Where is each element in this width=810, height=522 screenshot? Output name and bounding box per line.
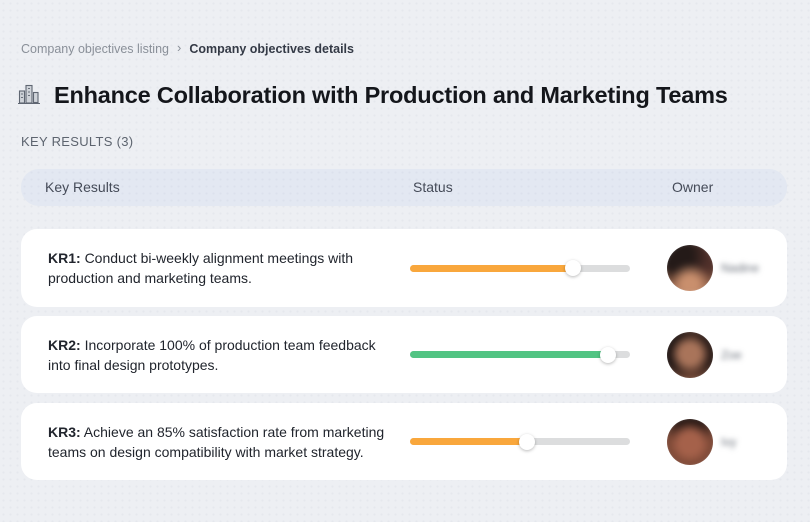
kr1-progress-slider[interactable] [410,260,630,276]
key-result-row-kr3[interactable]: KR3: Achieve an 85% satisfaction rate fr… [21,403,787,480]
progress-knob[interactable] [564,260,581,276]
kr1-owner-name: Nadine [721,261,760,275]
table-header: Key Results Status Owner [21,169,787,206]
kr2-owner: Zoe [667,332,742,378]
progress-knob[interactable] [600,346,616,363]
kr2-description-text: Incorporate 100% of production team feed… [48,336,376,373]
kr2-progress-slider[interactable] [410,346,630,363]
kr1-label: KR1: [48,250,81,266]
column-header-status: Status [413,179,453,195]
progress-track [410,351,630,358]
kr1-description-text: Conduct bi-weekly alignment meetings wit… [48,250,354,286]
column-header-key-results: Key Results [45,179,120,195]
breadcrumb-details-current: Company objectives details [189,41,354,56]
kr3-description-text: Achieve an 85% satisfaction rate from ma… [48,423,385,460]
kr3-description: KR3: Achieve an 85% satisfaction rate fr… [48,403,388,480]
kr3-owner-name: Ivy [721,434,737,449]
kr1-description: KR1: Conduct bi-weekly alignment meeting… [48,229,388,307]
column-header-owner: Owner [672,179,714,195]
progress-fill [410,351,608,358]
kr3-label: KR3: [48,423,81,440]
objective-title-row: Enhance Collaboration with Production an… [17,66,797,124]
kr2-owner-avatar [667,332,713,378]
kr1-owner: Nadine [667,245,759,291]
key-result-row-kr2[interactable]: KR2: Incorporate 100% of production team… [21,316,787,393]
kr2-label: KR2: [48,336,81,353]
page-title: Enhance Collaboration with Production an… [54,81,728,108]
breadcrumb-chevron-icon: › [177,40,182,55]
progress-knob[interactable] [518,433,535,450]
city-buildings-icon [18,85,40,105]
breadcrumb-listing-link[interactable]: Company objectives listing [21,41,169,56]
progress-fill [410,438,527,445]
breadcrumb: Company objectives listing › Company obj… [21,40,354,56]
kr3-owner: Ivy [667,419,736,465]
progress-fill [410,264,573,272]
kr2-owner-name: Zoe [721,347,742,362]
kr3-owner-avatar [667,419,713,465]
kr1-owner-avatar [667,245,713,291]
key-results-section-label: KEY RESULTS (3) [21,134,134,149]
progress-track [410,264,630,272]
kr2-description: KR2: Incorporate 100% of production team… [48,316,388,393]
kr3-progress-slider[interactable] [410,433,630,450]
key-result-row-kr1[interactable]: KR1: Conduct bi-weekly alignment meeting… [21,229,787,307]
